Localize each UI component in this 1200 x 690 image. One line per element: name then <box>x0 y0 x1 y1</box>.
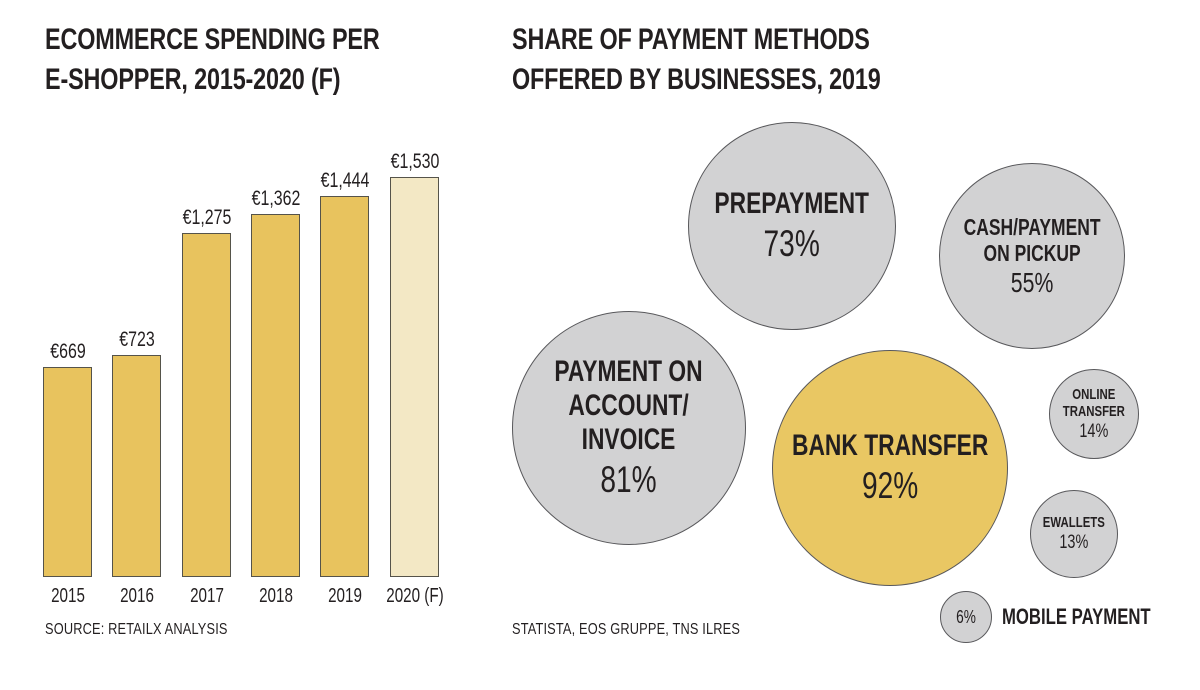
bubble-value-label: 92% <box>861 464 919 506</box>
right-chart-title-line1: SHARE OF PAYMENT METHODS <box>512 23 870 56</box>
bar-value-label: €1,275 <box>182 206 231 229</box>
bar-value-label: €1,362 <box>251 187 300 210</box>
bubble-name-line: BANK TRANSFER <box>791 428 989 462</box>
bubble-value-label: 14% <box>1079 420 1109 442</box>
bubble-label-prepayment: PREPAYMENT 73% <box>715 187 870 266</box>
bar-value-label: €723 <box>118 328 155 351</box>
bar-2020-f- <box>390 177 439 577</box>
bar-category-label: 2019 <box>327 585 362 607</box>
bubble-online-transfer: ONLINE TRANSFER 14% <box>1049 369 1139 459</box>
bar-2018 <box>251 214 300 577</box>
bubble-bank-transfer: BANK TRANSFER 92% <box>772 350 1008 586</box>
bar-2016 <box>112 355 161 577</box>
right-chart-title: SHARE OF PAYMENT METHODS OFFERED BY BUSI… <box>512 20 881 100</box>
right-chart-source: STATISTA, EOS GRUPPE, TNS ILRES <box>512 621 741 638</box>
bubble-label-online-transfer: ONLINE TRANSFER 14% <box>1063 386 1125 443</box>
bubble-name-line: PAYMENT ON <box>554 354 704 388</box>
bubble-label-payment-on-account-invoice: PAYMENT ON ACCOUNT/INVOICE 81% <box>555 355 703 502</box>
bar-value-label: €669 <box>49 340 86 363</box>
right-chart-title-line2: OFFERED BY BUSINESSES, 2019 <box>512 63 881 96</box>
bubble-name-line: TRANSFER <box>1062 402 1126 420</box>
bubble-label-bank-transfer: BANK TRANSFER 92% <box>792 429 988 508</box>
bar-category-label: 2015 <box>50 585 85 607</box>
bubble-value-label: 55% <box>1010 266 1054 298</box>
bubble-name-line: INVOICE <box>582 422 676 456</box>
left-chart-title: ECOMMERCE SPENDING PER E-SHOPPER, 2015-2… <box>45 20 380 100</box>
bubble-mobile-payment: 6% <box>940 591 992 643</box>
bar-category-label: 2016 <box>119 585 154 607</box>
bubble-label-mobile-payment: 6% <box>956 607 976 627</box>
bubble-label-ewallets: EWALLETS 13% <box>1043 514 1105 554</box>
bubble-name-line: PREPAYMENT <box>714 186 870 220</box>
bar-value-label: €1,530 <box>390 150 439 173</box>
bubble-external-label-mobile-payment: MOBILE PAYMENT <box>1002 604 1151 629</box>
bubble-value-label: 13% <box>1059 532 1089 553</box>
bubble-cash-payment-on-pickup: CASH/PAYMENT ON PICKUP 55% <box>939 163 1125 349</box>
left-chart-source: SOURCE: RETAILX ANALYSIS <box>45 621 228 638</box>
bubble-name-line: CASH/PAYMENT <box>963 213 1101 240</box>
bar-2019 <box>320 196 369 577</box>
bar-value-label: €1,444 <box>320 169 369 192</box>
bubble-name-line: ONLINE <box>1072 385 1116 403</box>
bubble-ewallets: EWALLETS 13% <box>1030 490 1118 578</box>
bubble-value-label: 81% <box>600 458 658 500</box>
bubble-name-line: ON PICKUP <box>983 239 1081 266</box>
bubble-value-label: 73% <box>763 222 821 264</box>
left-chart-title-line1: ECOMMERCE SPENDING PER <box>45 23 380 56</box>
bubble-name-line: ACCOUNT/ <box>568 388 690 422</box>
bubble-payment-on-account-invoice: PAYMENT ON ACCOUNT/INVOICE 81% <box>512 311 746 545</box>
bar-category-label: 2018 <box>258 585 293 607</box>
bar-category-label: 2017 <box>189 585 224 607</box>
bar-2017 <box>182 233 231 577</box>
bar-category-label: 2020 (F) <box>385 585 444 607</box>
bubble-name-line: EWALLETS <box>1042 514 1106 531</box>
bubble-prepayment: PREPAYMENT 73% <box>688 122 896 330</box>
bubble-value-label: 6% <box>956 607 976 627</box>
bubble-label-cash-payment-on-pickup: CASH/PAYMENT ON PICKUP 55% <box>964 214 1101 299</box>
left-chart-title-line2: E-SHOPPER, 2015-2020 (F) <box>45 63 341 96</box>
bar-2015 <box>43 367 92 577</box>
